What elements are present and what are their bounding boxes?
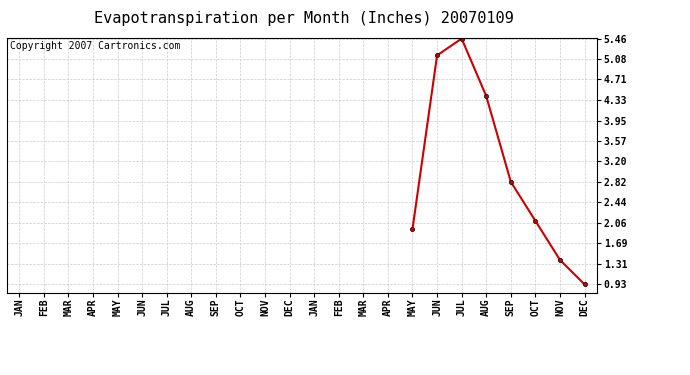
Text: Copyright 2007 Cartronics.com: Copyright 2007 Cartronics.com bbox=[10, 41, 180, 51]
Text: Evapotranspiration per Month (Inches) 20070109: Evapotranspiration per Month (Inches) 20… bbox=[94, 11, 513, 26]
